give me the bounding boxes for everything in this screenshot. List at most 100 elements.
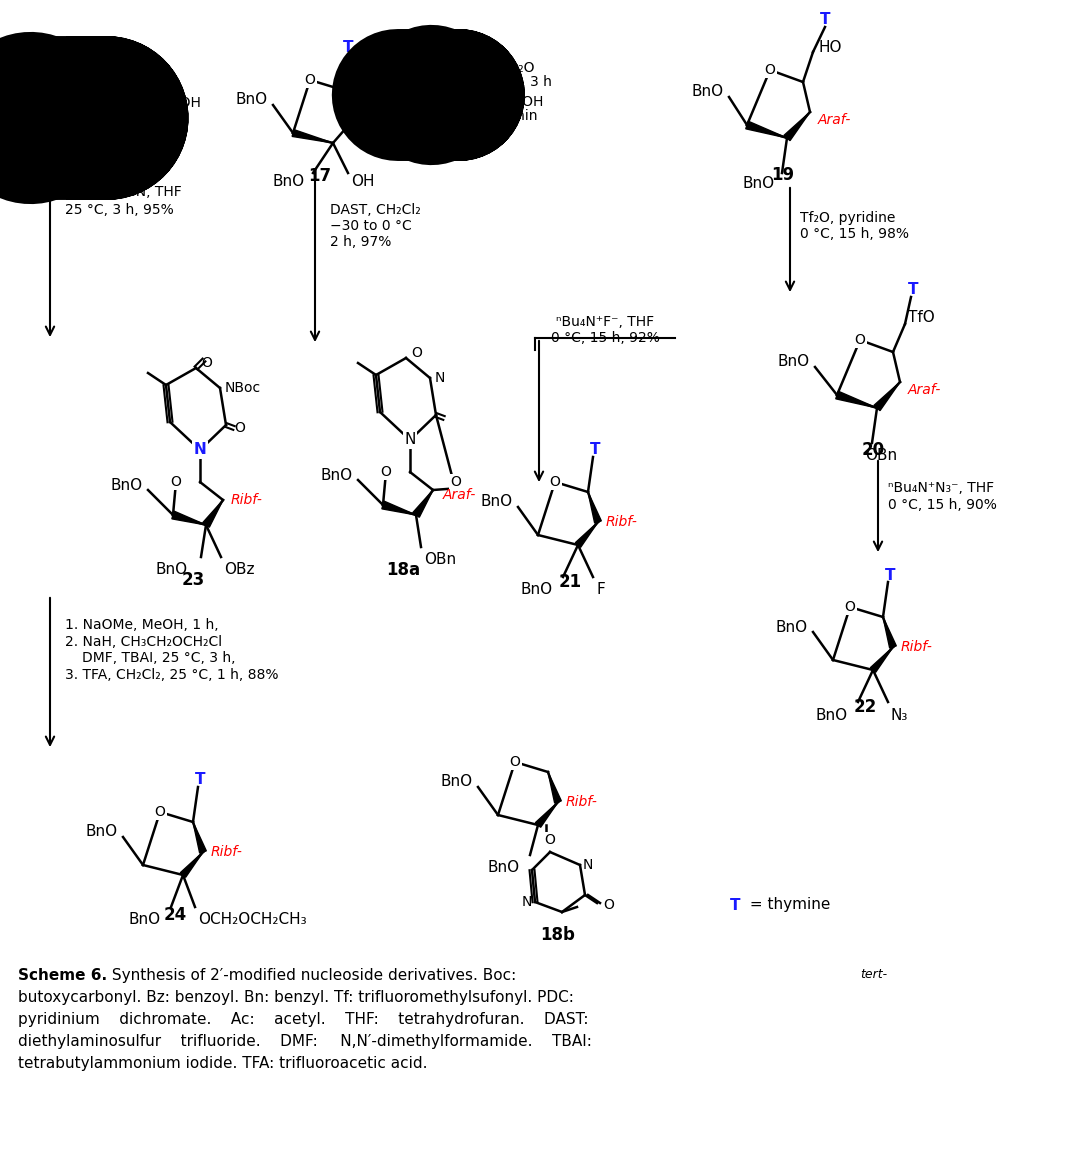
- Text: 18a: 18a: [386, 560, 420, 579]
- Polygon shape: [382, 501, 416, 515]
- Polygon shape: [588, 492, 602, 523]
- Text: tetrabutylammonium iodide. TFA: trifluoroacetic acid.: tetrabutylammonium iodide. TFA: trifluor…: [18, 1056, 428, 1071]
- Text: O: O: [234, 422, 245, 435]
- Text: 2 h, 97%: 2 h, 97%: [330, 235, 391, 249]
- Text: BnO: BnO: [86, 824, 118, 840]
- Polygon shape: [576, 522, 598, 548]
- Text: 25 °C, 3 h, 95%: 25 °C, 3 h, 95%: [65, 203, 174, 217]
- Polygon shape: [172, 511, 206, 525]
- Text: 25 °C, 10 min: 25 °C, 10 min: [442, 109, 538, 123]
- Text: OH: OH: [351, 174, 375, 189]
- Text: CH₂Cl₂, 60 °C, 3 h: CH₂Cl₂, 60 °C, 3 h: [429, 75, 552, 89]
- Text: Rib-: Rib-: [361, 113, 396, 127]
- Text: O: O: [765, 63, 775, 76]
- Polygon shape: [193, 822, 206, 853]
- Text: pyridinium    dichromate.    Ac:    acetyl.    THF:    tetrahydrofuran.    DAST:: pyridinium dichromate. Ac: acetyl. THF: …: [18, 1012, 589, 1027]
- Text: 17: 17: [309, 167, 332, 185]
- Text: BnO: BnO: [692, 85, 724, 100]
- Text: BnO: BnO: [111, 477, 143, 492]
- Text: T: T: [342, 39, 353, 54]
- Text: N: N: [435, 371, 445, 384]
- Text: BnO: BnO: [321, 468, 353, 483]
- Text: 22: 22: [853, 698, 877, 716]
- Text: N: N: [193, 442, 206, 457]
- Text: OBn: OBn: [865, 448, 897, 463]
- Text: 2. NaH, CH₃CH₂OCH₂Cl: 2. NaH, CH₃CH₂OCH₂Cl: [65, 635, 222, 648]
- Text: 2. NaBH₄, EtOH: 2. NaBH₄, EtOH: [436, 95, 543, 109]
- Text: Ribf-: Ribf-: [606, 515, 638, 529]
- Text: 24: 24: [163, 906, 187, 924]
- Text: ⁿBu₄N⁺F⁻, THF: ⁿBu₄N⁺F⁻, THF: [556, 315, 654, 329]
- Text: Araf-: Araf-: [908, 383, 942, 397]
- Text: 1. PDC, Ac₂O: 1. PDC, Ac₂O: [446, 61, 535, 75]
- Text: Ribf-: Ribf-: [901, 640, 933, 654]
- Polygon shape: [784, 112, 810, 140]
- Text: 7b: 7b: [38, 119, 62, 137]
- Text: O: O: [201, 356, 212, 371]
- Polygon shape: [883, 617, 896, 648]
- Text: OBz: OBz: [224, 563, 255, 578]
- Text: 1. NaOMe, MeOH, 1 h,: 1. NaOMe, MeOH, 1 h,: [65, 618, 218, 632]
- Text: BnO: BnO: [488, 859, 519, 874]
- Text: ⁿBu₄N⁺N₃⁻, THF: ⁿBu₄N⁺N₃⁻, THF: [888, 481, 994, 494]
- Text: N: N: [404, 432, 416, 447]
- Polygon shape: [874, 382, 900, 411]
- Polygon shape: [870, 647, 893, 673]
- Text: = thymine: = thymine: [745, 897, 831, 913]
- Text: 18b: 18b: [541, 926, 576, 944]
- Text: 20: 20: [862, 441, 885, 459]
- Text: BnO: BnO: [441, 775, 473, 790]
- Text: diethylaminosulfur    trifluoride.    DMF:     N,N′-dimethylformamide.    TBAI:: diethylaminosulfur trifluoride. DMF: N,N…: [18, 1034, 592, 1049]
- Text: Ribf-: Ribf-: [361, 113, 393, 127]
- Text: tert-: tert-: [860, 968, 887, 981]
- Text: T: T: [885, 567, 895, 582]
- Text: N₃: N₃: [891, 708, 908, 723]
- Text: T: T: [820, 12, 831, 27]
- Text: −30 to 0 °C: −30 to 0 °C: [330, 219, 411, 233]
- Text: T: T: [908, 283, 918, 298]
- Text: Boc₂O, Et₃N, THF: Boc₂O, Et₃N, THF: [65, 185, 181, 199]
- Text: Ribf-: Ribf-: [211, 845, 243, 859]
- Polygon shape: [836, 391, 877, 408]
- Text: O: O: [845, 600, 855, 614]
- Text: O: O: [544, 833, 555, 846]
- Text: BnO: BnO: [521, 582, 553, 598]
- Text: Ribf-: Ribf-: [566, 796, 598, 809]
- Polygon shape: [293, 130, 333, 142]
- Text: 0 °C, 15 h, 98%: 0 °C, 15 h, 98%: [800, 227, 909, 241]
- Text: O: O: [603, 897, 613, 913]
- Text: N: N: [583, 858, 593, 872]
- Text: 19: 19: [771, 166, 795, 184]
- Polygon shape: [203, 500, 222, 527]
- Text: butoxycarbonyl. Bz: benzoyl. Bn: benzyl. Tf: trifluoromethylsufonyl. PDC:: butoxycarbonyl. Bz: benzoyl. Bn: benzyl.…: [18, 990, 573, 1005]
- Text: O: O: [305, 73, 315, 87]
- Text: 0 °C, 15 h, 92%: 0 °C, 15 h, 92%: [551, 331, 660, 345]
- Text: T: T: [194, 772, 205, 787]
- Text: O: O: [154, 805, 165, 819]
- Text: F: F: [596, 582, 605, 598]
- Text: Tf₂O, pyridine: Tf₂O, pyridine: [800, 211, 895, 225]
- Text: T: T: [590, 442, 600, 457]
- Text: O: O: [171, 475, 181, 489]
- Text: BnO: BnO: [481, 494, 513, 510]
- Text: Araf-: Araf-: [443, 488, 476, 503]
- Polygon shape: [746, 122, 787, 138]
- Text: HO: HO: [818, 39, 841, 54]
- Text: O: O: [510, 755, 521, 769]
- Text: Synthesis of 2′-modified nucleoside derivatives. Boc:: Synthesis of 2′-modified nucleoside deri…: [107, 968, 522, 983]
- Text: Ribf-: Ribf-: [231, 493, 262, 507]
- Polygon shape: [536, 802, 558, 827]
- Text: 3. TFA, CH₂Cl₂, 25 °C, 1 h, 88%: 3. TFA, CH₂Cl₂, 25 °C, 1 h, 88%: [65, 668, 279, 682]
- Text: T: T: [730, 897, 741, 913]
- Text: BnO: BnO: [778, 354, 810, 369]
- Text: O: O: [411, 346, 422, 360]
- Text: OCH₂OCH₂CH₃: OCH₂OCH₂CH₃: [198, 913, 307, 928]
- Text: O: O: [450, 475, 461, 489]
- Text: OBn: OBn: [424, 552, 456, 567]
- Text: TfO: TfO: [908, 309, 935, 324]
- Text: NaOMe, MeOH: NaOMe, MeOH: [99, 96, 201, 110]
- Text: DAST, CH₂Cl₂: DAST, CH₂Cl₂: [330, 203, 421, 217]
- Text: 21: 21: [558, 573, 581, 591]
- Text: BnO: BnO: [156, 563, 188, 578]
- Text: BnO: BnO: [273, 174, 305, 189]
